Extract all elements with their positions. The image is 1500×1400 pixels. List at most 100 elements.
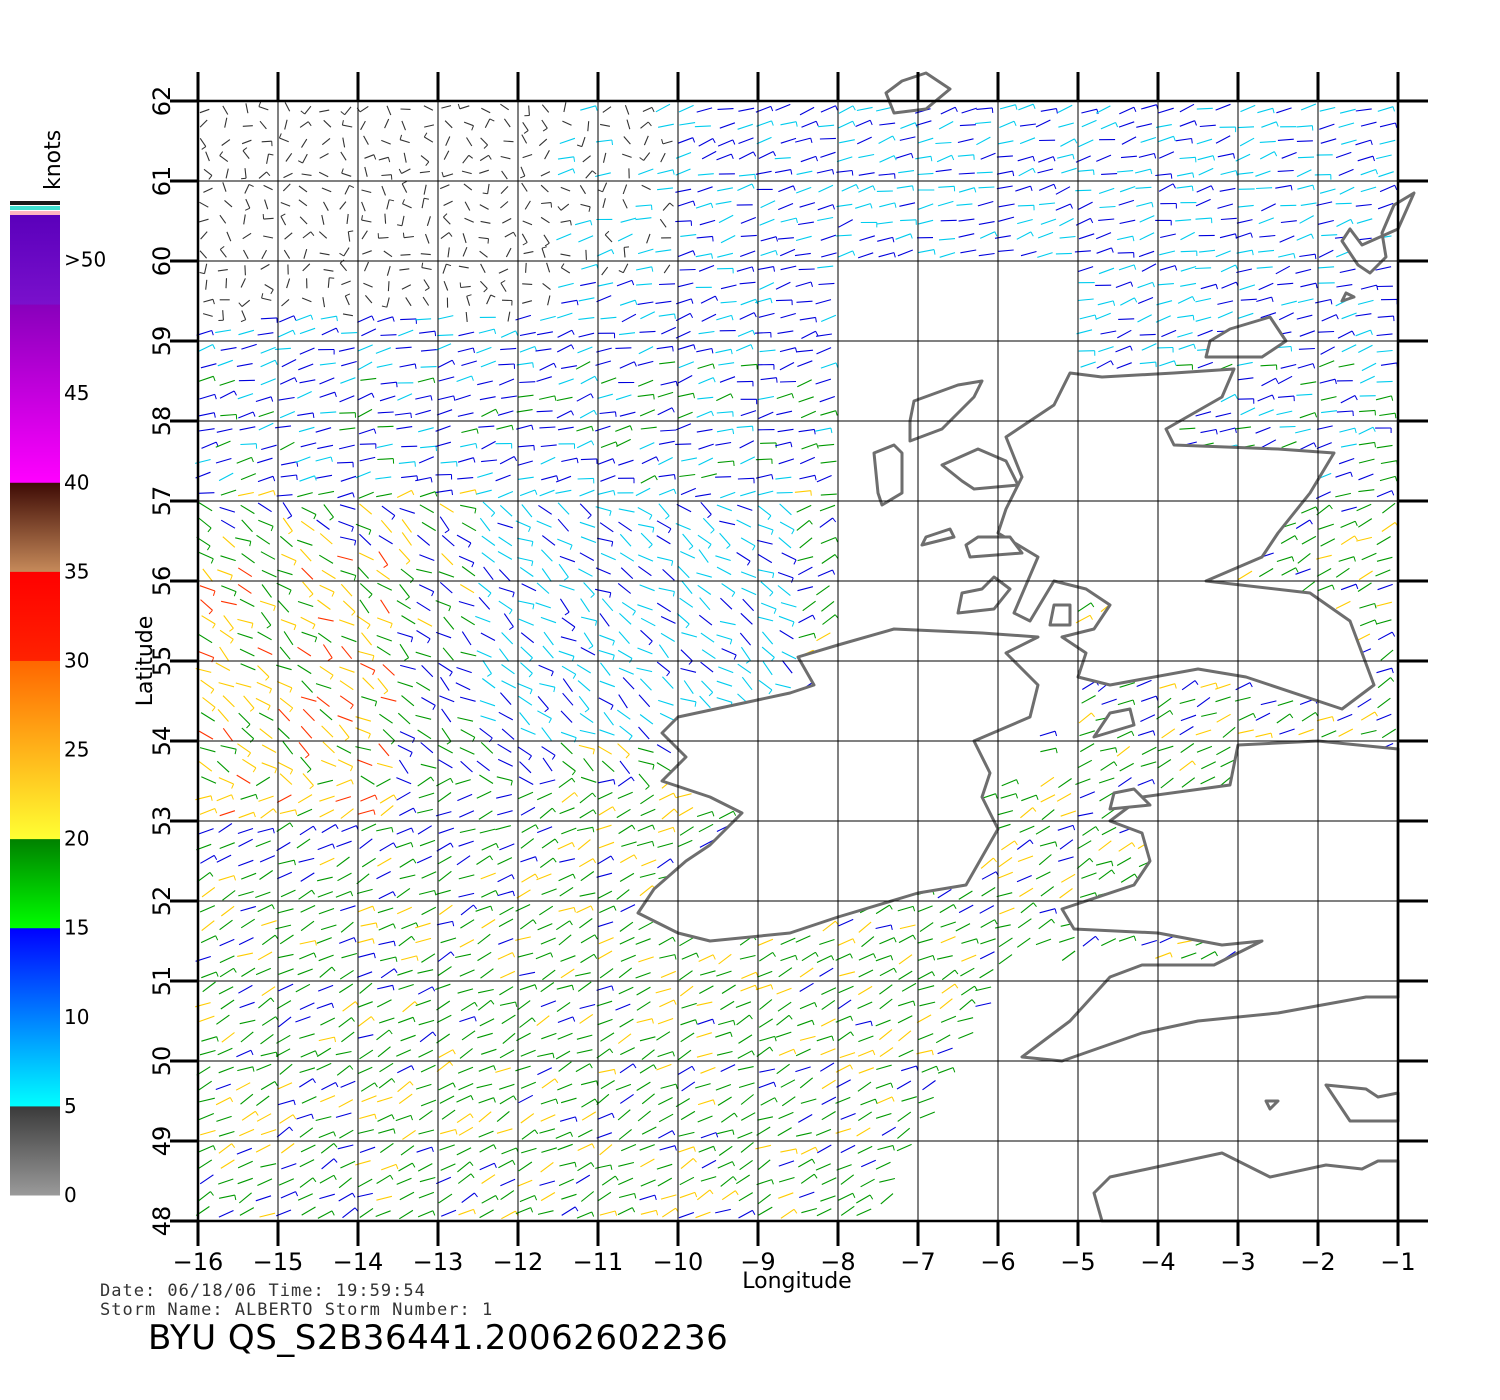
wind-vector	[1235, 426, 1252, 430]
wind-vector	[359, 533, 372, 546]
wind-vector	[217, 709, 229, 722]
wind-vector	[479, 517, 491, 532]
wind-vector	[216, 1115, 232, 1122]
wind-barb	[368, 593, 373, 599]
wind-vector	[698, 954, 714, 962]
wind-vector	[439, 1095, 455, 1104]
wind-vector	[740, 363, 757, 367]
wind-vector	[640, 629, 653, 642]
wind-vector	[797, 556, 814, 562]
wind-barb	[645, 785, 650, 790]
wind-vector	[616, 889, 630, 900]
wind-vector	[218, 1066, 234, 1074]
wind-vector	[463, 183, 473, 191]
wind-vector	[579, 858, 594, 868]
wind-vector	[718, 953, 732, 965]
longitude-tick-label: −15	[253, 1248, 304, 1276]
wind-vector	[358, 952, 375, 958]
latitude-tick-label: 61	[148, 166, 176, 197]
wind-vector	[696, 107, 713, 113]
wind-vector	[555, 489, 572, 494]
wind-vector	[740, 216, 757, 224]
wind-vector	[520, 727, 536, 735]
wind-vector	[498, 536, 513, 547]
wind-vector	[657, 858, 671, 869]
wind-barb	[1112, 300, 1116, 306]
wind-vector	[1061, 950, 1076, 961]
wind-barb	[266, 171, 271, 177]
wind-vector	[219, 629, 234, 640]
wind-vector	[818, 124, 835, 128]
wind-vector	[960, 967, 975, 977]
wind-vector	[541, 202, 552, 205]
wind-vector	[399, 584, 410, 598]
wind-vector	[1195, 729, 1212, 736]
wind-barb	[1072, 154, 1075, 160]
wind-vector	[318, 1036, 335, 1042]
wind-vector	[238, 890, 254, 897]
wind-vector	[439, 516, 450, 531]
wind-vector	[1318, 523, 1334, 530]
wind-vector	[938, 121, 954, 130]
wind-vector	[901, 1096, 917, 1102]
wind-vector	[278, 762, 293, 771]
wind-vector	[218, 875, 235, 881]
wind-vector	[599, 729, 615, 736]
wind-vector	[680, 234, 697, 237]
wind-vector	[657, 169, 674, 175]
wind-vector	[661, 326, 677, 335]
wind-vector	[518, 791, 534, 800]
wind-vector	[561, 1206, 576, 1216]
wind-barb	[265, 676, 270, 681]
wind-vector	[240, 663, 256, 671]
wind-vector	[717, 252, 734, 258]
wind-vector	[478, 236, 489, 240]
wind-vector	[1275, 265, 1291, 275]
wind-vector	[277, 569, 293, 576]
wind-vector	[356, 888, 373, 895]
wind-vector	[303, 248, 308, 259]
wind-vector	[557, 312, 573, 319]
wind-vector	[1020, 902, 1034, 914]
wind-barb	[973, 187, 977, 193]
wind-vector	[740, 298, 756, 306]
wind-vector	[444, 120, 453, 129]
wind-vector	[658, 587, 675, 593]
wind-vector	[815, 1128, 832, 1136]
wind-vector	[536, 582, 550, 594]
wind-barb	[1370, 139, 1373, 146]
wind-barb	[351, 611, 356, 616]
wind-vector	[420, 349, 437, 352]
wind-vector	[1381, 521, 1396, 532]
wind-vector	[357, 1178, 373, 1188]
wind-vector	[622, 199, 628, 209]
wind-barb	[1072, 825, 1076, 831]
wind-vector	[339, 666, 355, 673]
wind-vector	[475, 615, 491, 623]
wind-vector	[1077, 602, 1092, 613]
wind-vector	[657, 1177, 673, 1187]
wind-vector	[1160, 233, 1176, 239]
wind-barb	[229, 627, 234, 632]
wind-vector	[855, 1020, 872, 1026]
wind-vector	[337, 492, 353, 499]
wind-vector	[1361, 552, 1377, 561]
wind-vector	[1200, 283, 1217, 290]
wind-barb	[649, 514, 653, 520]
wind-vector	[757, 616, 774, 622]
wind-vector	[361, 328, 377, 337]
wind-vector	[1017, 918, 1032, 929]
wind-vector	[276, 582, 292, 591]
wind-barb	[531, 1017, 536, 1023]
wind-barb	[373, 809, 376, 815]
wind-vector	[759, 349, 776, 353]
wind-vector	[697, 1018, 713, 1025]
wind-barb	[489, 118, 495, 122]
wind-vector	[479, 396, 496, 401]
wind-barb	[482, 192, 488, 195]
wind-vector	[1056, 793, 1072, 802]
wind-vector	[240, 443, 257, 446]
wind-vector	[338, 1017, 352, 1028]
wind-vector	[481, 535, 496, 546]
wind-barb	[333, 1131, 336, 1137]
